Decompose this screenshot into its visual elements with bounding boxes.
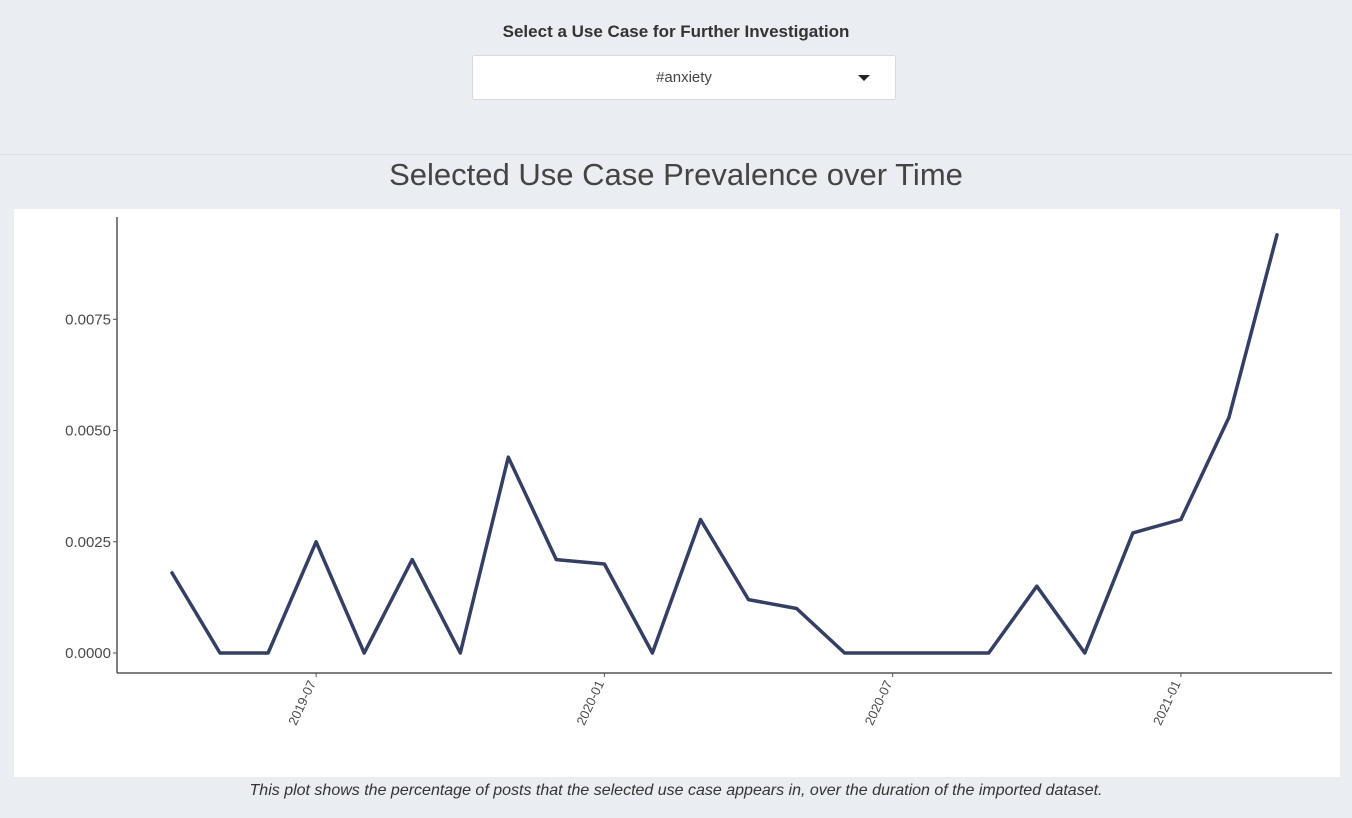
x-tick-label: 2020-07 — [862, 678, 896, 728]
y-tick-label: 0.0000 — [65, 645, 111, 662]
data-point — [747, 598, 751, 602]
use-case-select[interactable]: #anxiety — [472, 55, 896, 100]
data-point — [1035, 584, 1039, 588]
data-point — [554, 558, 558, 562]
plot-panel: 0.0000 0.0025 0.0050 0.0075 2019-07 2020-01 2… — [14, 209, 1340, 777]
data-point — [458, 651, 462, 655]
data-point — [650, 651, 654, 655]
section-divider — [0, 154, 1352, 155]
data-point — [506, 455, 510, 459]
data-point — [1275, 233, 1279, 237]
y-tick-label: 0.0075 — [65, 311, 111, 328]
x-tick-label: 2019-07 — [285, 678, 319, 728]
chart-caption: This plot shows the percentage of posts … — [249, 782, 1103, 799]
series-line — [170, 233, 1279, 655]
line-chart: 0.0000 0.0025 0.0050 0.0075 2019-07 2020-01 2… — [65, 217, 1332, 728]
use-case-select-value: #anxiety — [656, 69, 712, 86]
data-point — [891, 651, 895, 655]
data-point — [266, 651, 270, 655]
data-point — [362, 651, 366, 655]
data-point — [939, 651, 943, 655]
data-point — [698, 518, 702, 522]
y-tick-label: 0.0025 — [65, 534, 111, 551]
data-point — [218, 651, 222, 655]
use-case-select-label: Select a Use Case for Further Investigat… — [502, 22, 850, 41]
data-point — [1083, 651, 1087, 655]
x-tick-label: 2020-01 — [573, 678, 607, 728]
data-point — [987, 651, 991, 655]
data-point — [1227, 415, 1231, 419]
data-point — [410, 558, 414, 562]
data-point — [170, 571, 174, 575]
data-point — [795, 606, 799, 610]
data-point — [843, 651, 847, 655]
data-point — [602, 562, 606, 566]
data-point — [1179, 518, 1183, 522]
y-tick-label: 0.0050 — [65, 423, 111, 440]
caret-down-icon — [858, 75, 870, 81]
data-point — [1131, 531, 1135, 535]
x-tick-label: 2021-01 — [1150, 678, 1184, 728]
data-point — [314, 540, 318, 544]
chart-title: Selected Use Case Prevalence over Time — [389, 157, 963, 192]
